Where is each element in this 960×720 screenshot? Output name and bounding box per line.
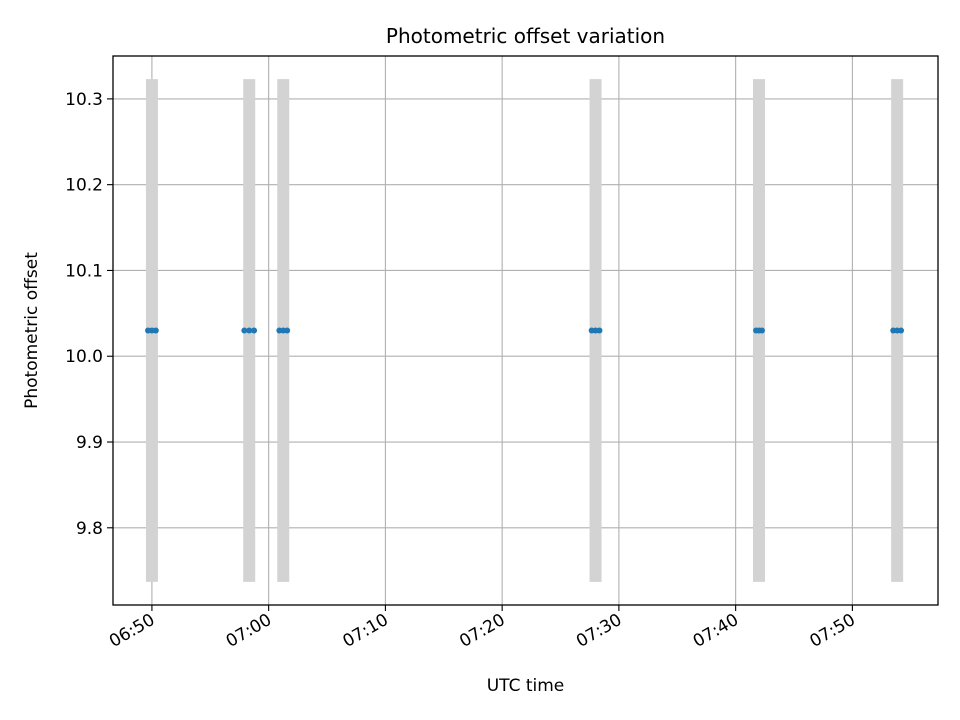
x-tick-label: 07:40 xyxy=(690,610,742,652)
chart-title: Photometric offset variation xyxy=(386,24,665,48)
tick-layer: 06:50 07:00 07:10 07:20 07:30 07:40 07:50 9.8 9.… xyxy=(65,90,859,652)
x-tick-label: 07:50 xyxy=(806,610,858,652)
data-point xyxy=(241,327,248,334)
data-point xyxy=(152,327,159,334)
x-axis-label: UTC time xyxy=(487,676,565,696)
grid-layer xyxy=(113,56,938,605)
data-point xyxy=(284,327,291,334)
y-tick-label: 9.8 xyxy=(76,519,103,539)
data-point xyxy=(898,327,905,334)
error-bar-layer xyxy=(145,79,904,582)
data-point xyxy=(246,327,253,334)
plot-frame xyxy=(112,55,939,606)
x-tick-label: 07:20 xyxy=(456,610,508,652)
x-tick-label: 07:00 xyxy=(223,610,275,652)
data-point-layer xyxy=(145,327,905,334)
data-point xyxy=(758,327,765,334)
x-tick-label: 07:10 xyxy=(339,610,391,652)
data-point xyxy=(596,327,603,334)
y-axis-label: Photometric offset xyxy=(22,252,42,409)
y-tick-label: 10.1 xyxy=(65,261,103,281)
data-point xyxy=(251,327,258,334)
y-tick-label: 10.2 xyxy=(65,176,103,196)
y-tick-label: 10.3 xyxy=(65,90,103,110)
y-tick-label: 10.0 xyxy=(65,347,103,367)
x-tick-label: 07:30 xyxy=(573,610,625,652)
y-tick-label: 9.9 xyxy=(76,433,103,453)
x-tick-label: 06:50 xyxy=(106,610,158,652)
